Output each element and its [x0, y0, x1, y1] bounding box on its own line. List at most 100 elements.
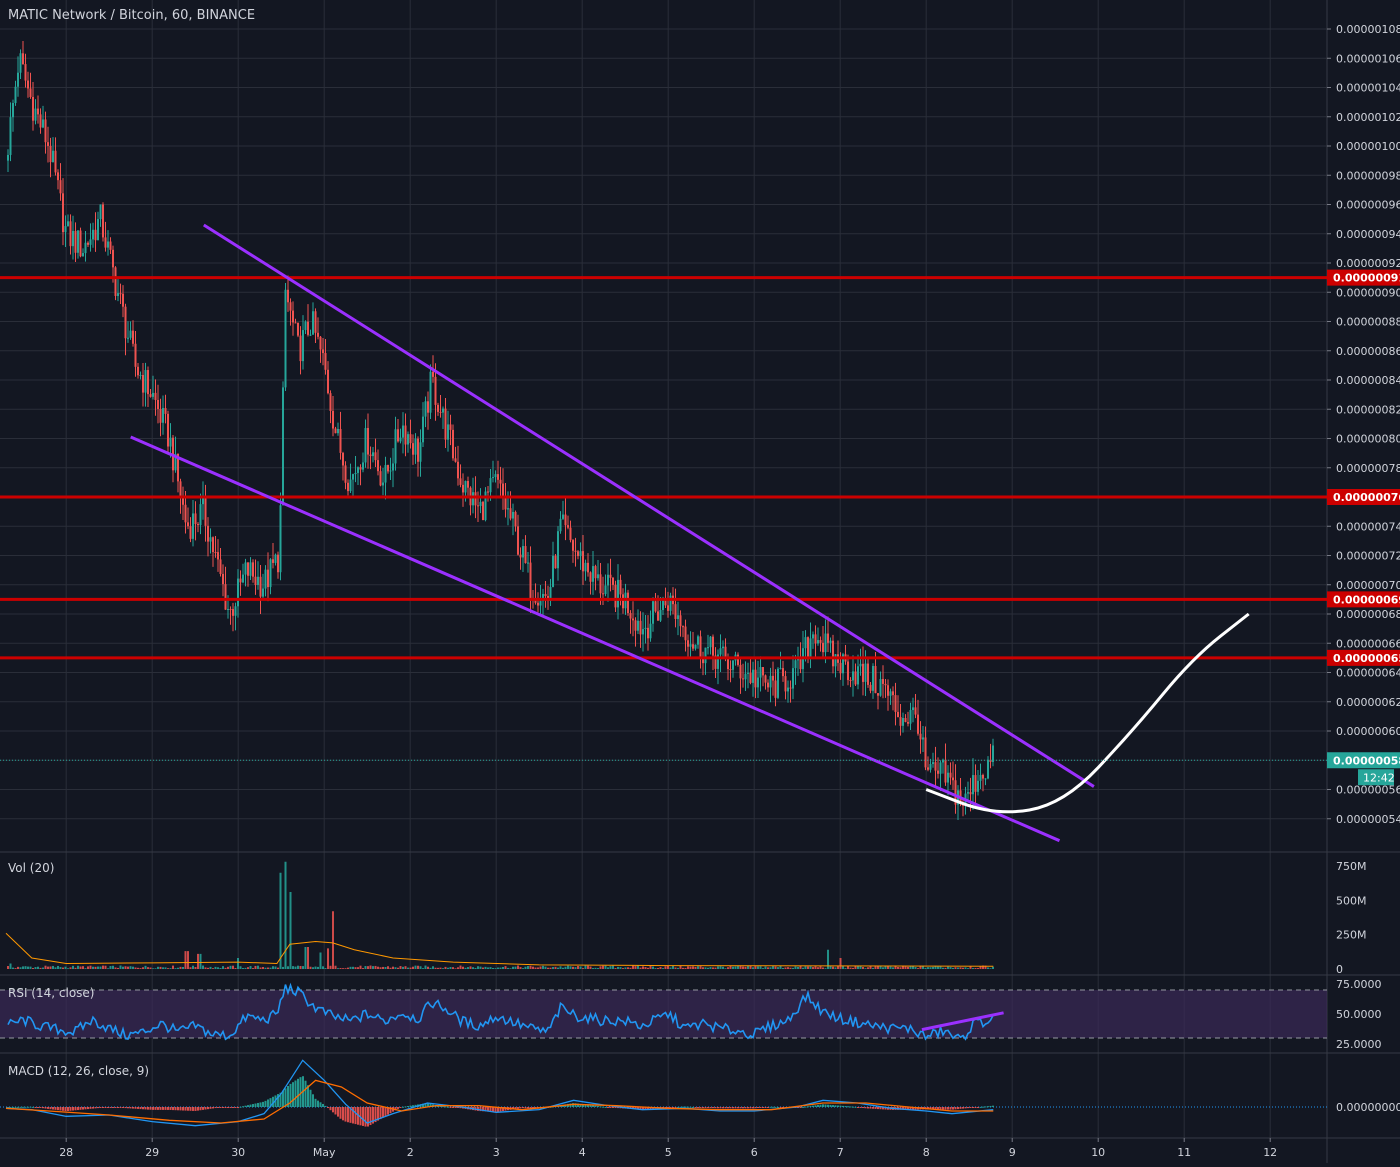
volume-bar: [169, 968, 172, 969]
macd-histogram-bar: [667, 1107, 669, 1108]
candle-body: [819, 640, 822, 643]
volume-bar: [569, 966, 572, 969]
macd-histogram-bar: [287, 1086, 289, 1107]
candle-body: [599, 574, 602, 594]
volume-bar: [694, 966, 697, 969]
macd-histogram-bar: [717, 1107, 719, 1109]
macd-histogram-bar: [307, 1085, 309, 1107]
rsi-axis-label: 25.0000: [1336, 1038, 1382, 1051]
volume-bar: [532, 966, 534, 969]
macd-histogram-bar: [284, 1088, 287, 1107]
level-price-tag: [1327, 649, 1400, 666]
price-axis-label: 0.00000062: [1336, 696, 1400, 709]
volume-bar: [487, 967, 489, 969]
macd-histogram-bar: [219, 1107, 222, 1108]
volume-bar: [859, 965, 862, 969]
candle-body: [72, 230, 74, 247]
volume-bar: [257, 965, 259, 969]
volume-bar: [242, 968, 244, 969]
volume-bar: [467, 967, 469, 969]
macd-histogram-bar: [324, 1105, 327, 1107]
price-axis-label: 0.00000090: [1336, 286, 1400, 299]
price-axis-label: 0.00000068: [1336, 608, 1400, 621]
macd-histogram-bar: [112, 1107, 114, 1108]
macd-histogram-bar: [187, 1107, 189, 1111]
candle-body: [424, 401, 427, 417]
candle-body: [209, 537, 212, 542]
volume-bar: [587, 965, 589, 969]
macd-histogram-bar: [257, 1102, 259, 1107]
candle-body: [902, 718, 904, 726]
macd-histogram-bar: [369, 1107, 372, 1126]
macd-histogram-bar: [582, 1104, 584, 1107]
volume-bar: [372, 966, 374, 969]
macd-histogram-bar: [592, 1105, 594, 1107]
macd-histogram-bar: [267, 1099, 269, 1107]
macd-histogram-bar: [804, 1106, 807, 1108]
volume-bar: [214, 966, 217, 969]
macd-histogram-bar: [819, 1104, 822, 1107]
volume-bar: [862, 967, 864, 969]
macd-histogram-bar: [967, 1107, 969, 1109]
volume-bar: [829, 965, 832, 969]
volume-bar: [339, 968, 342, 969]
volume-bar: [949, 967, 952, 969]
macd-histogram-bar: [17, 1106, 19, 1108]
candle-body: [29, 88, 32, 98]
volume-bar: [159, 966, 162, 969]
candle-body: [717, 654, 719, 669]
candle-body: [7, 154, 9, 161]
candle-body: [324, 353, 327, 370]
macd-histogram-bar: [764, 1107, 767, 1108]
macd-line: [5, 1059, 994, 1127]
volume-bar: [104, 965, 107, 969]
macd-histogram-bar: [579, 1103, 582, 1107]
candle-body: [169, 437, 172, 447]
volume-bar: [747, 965, 749, 969]
chart-header-title: MATIC Network / Bitcoin, 60, BINANCE: [8, 8, 256, 23]
volume-bar: [44, 965, 47, 969]
volume-bar: [32, 968, 34, 969]
volume-bar: [132, 966, 134, 969]
macd-histogram-bar: [589, 1105, 592, 1107]
volume-bar: [252, 968, 254, 969]
volume-bar: [839, 958, 842, 969]
candle-body: [422, 416, 424, 443]
candle-body: [327, 369, 329, 394]
macd-histogram-bar: [674, 1107, 677, 1108]
volume-bar: [737, 965, 739, 969]
macd-histogram-bar: [144, 1107, 147, 1110]
candle-body: [357, 467, 359, 473]
macd-histogram-bar: [452, 1107, 454, 1108]
candle-body: [92, 229, 94, 240]
macd-histogram-bar: [839, 1105, 842, 1107]
macd-histogram-bar: [94, 1107, 97, 1109]
macd-histogram-bar: [762, 1107, 764, 1108]
candle-body: [382, 482, 384, 486]
volume-bar: [759, 966, 762, 969]
macd-histogram-bar: [514, 1107, 517, 1110]
volume-bar: [459, 965, 462, 969]
candle-body: [232, 609, 234, 616]
candle-body: [452, 429, 454, 459]
candle-body: [867, 663, 869, 685]
candle-body: [777, 668, 779, 698]
macd-histogram-bar: [44, 1107, 47, 1109]
macd-histogram-bar: [389, 1107, 392, 1114]
macd-histogram-bar: [329, 1107, 332, 1111]
volume-bar: [27, 966, 29, 969]
candle-body: [59, 180, 62, 194]
volume-bar: [379, 967, 382, 969]
candle-body: [537, 602, 539, 606]
level-price-label: 0.00000069: [1333, 593, 1400, 606]
volume-bar: [612, 965, 614, 969]
macd-histogram-bar: [759, 1107, 762, 1108]
candle-body: [112, 249, 114, 268]
volume-bar: [597, 968, 599, 969]
candle-body: [44, 119, 47, 143]
macd-histogram-bar: [982, 1106, 984, 1108]
candle-body: [467, 481, 469, 488]
candle-body: [584, 562, 587, 572]
volume-bar: [189, 967, 192, 969]
